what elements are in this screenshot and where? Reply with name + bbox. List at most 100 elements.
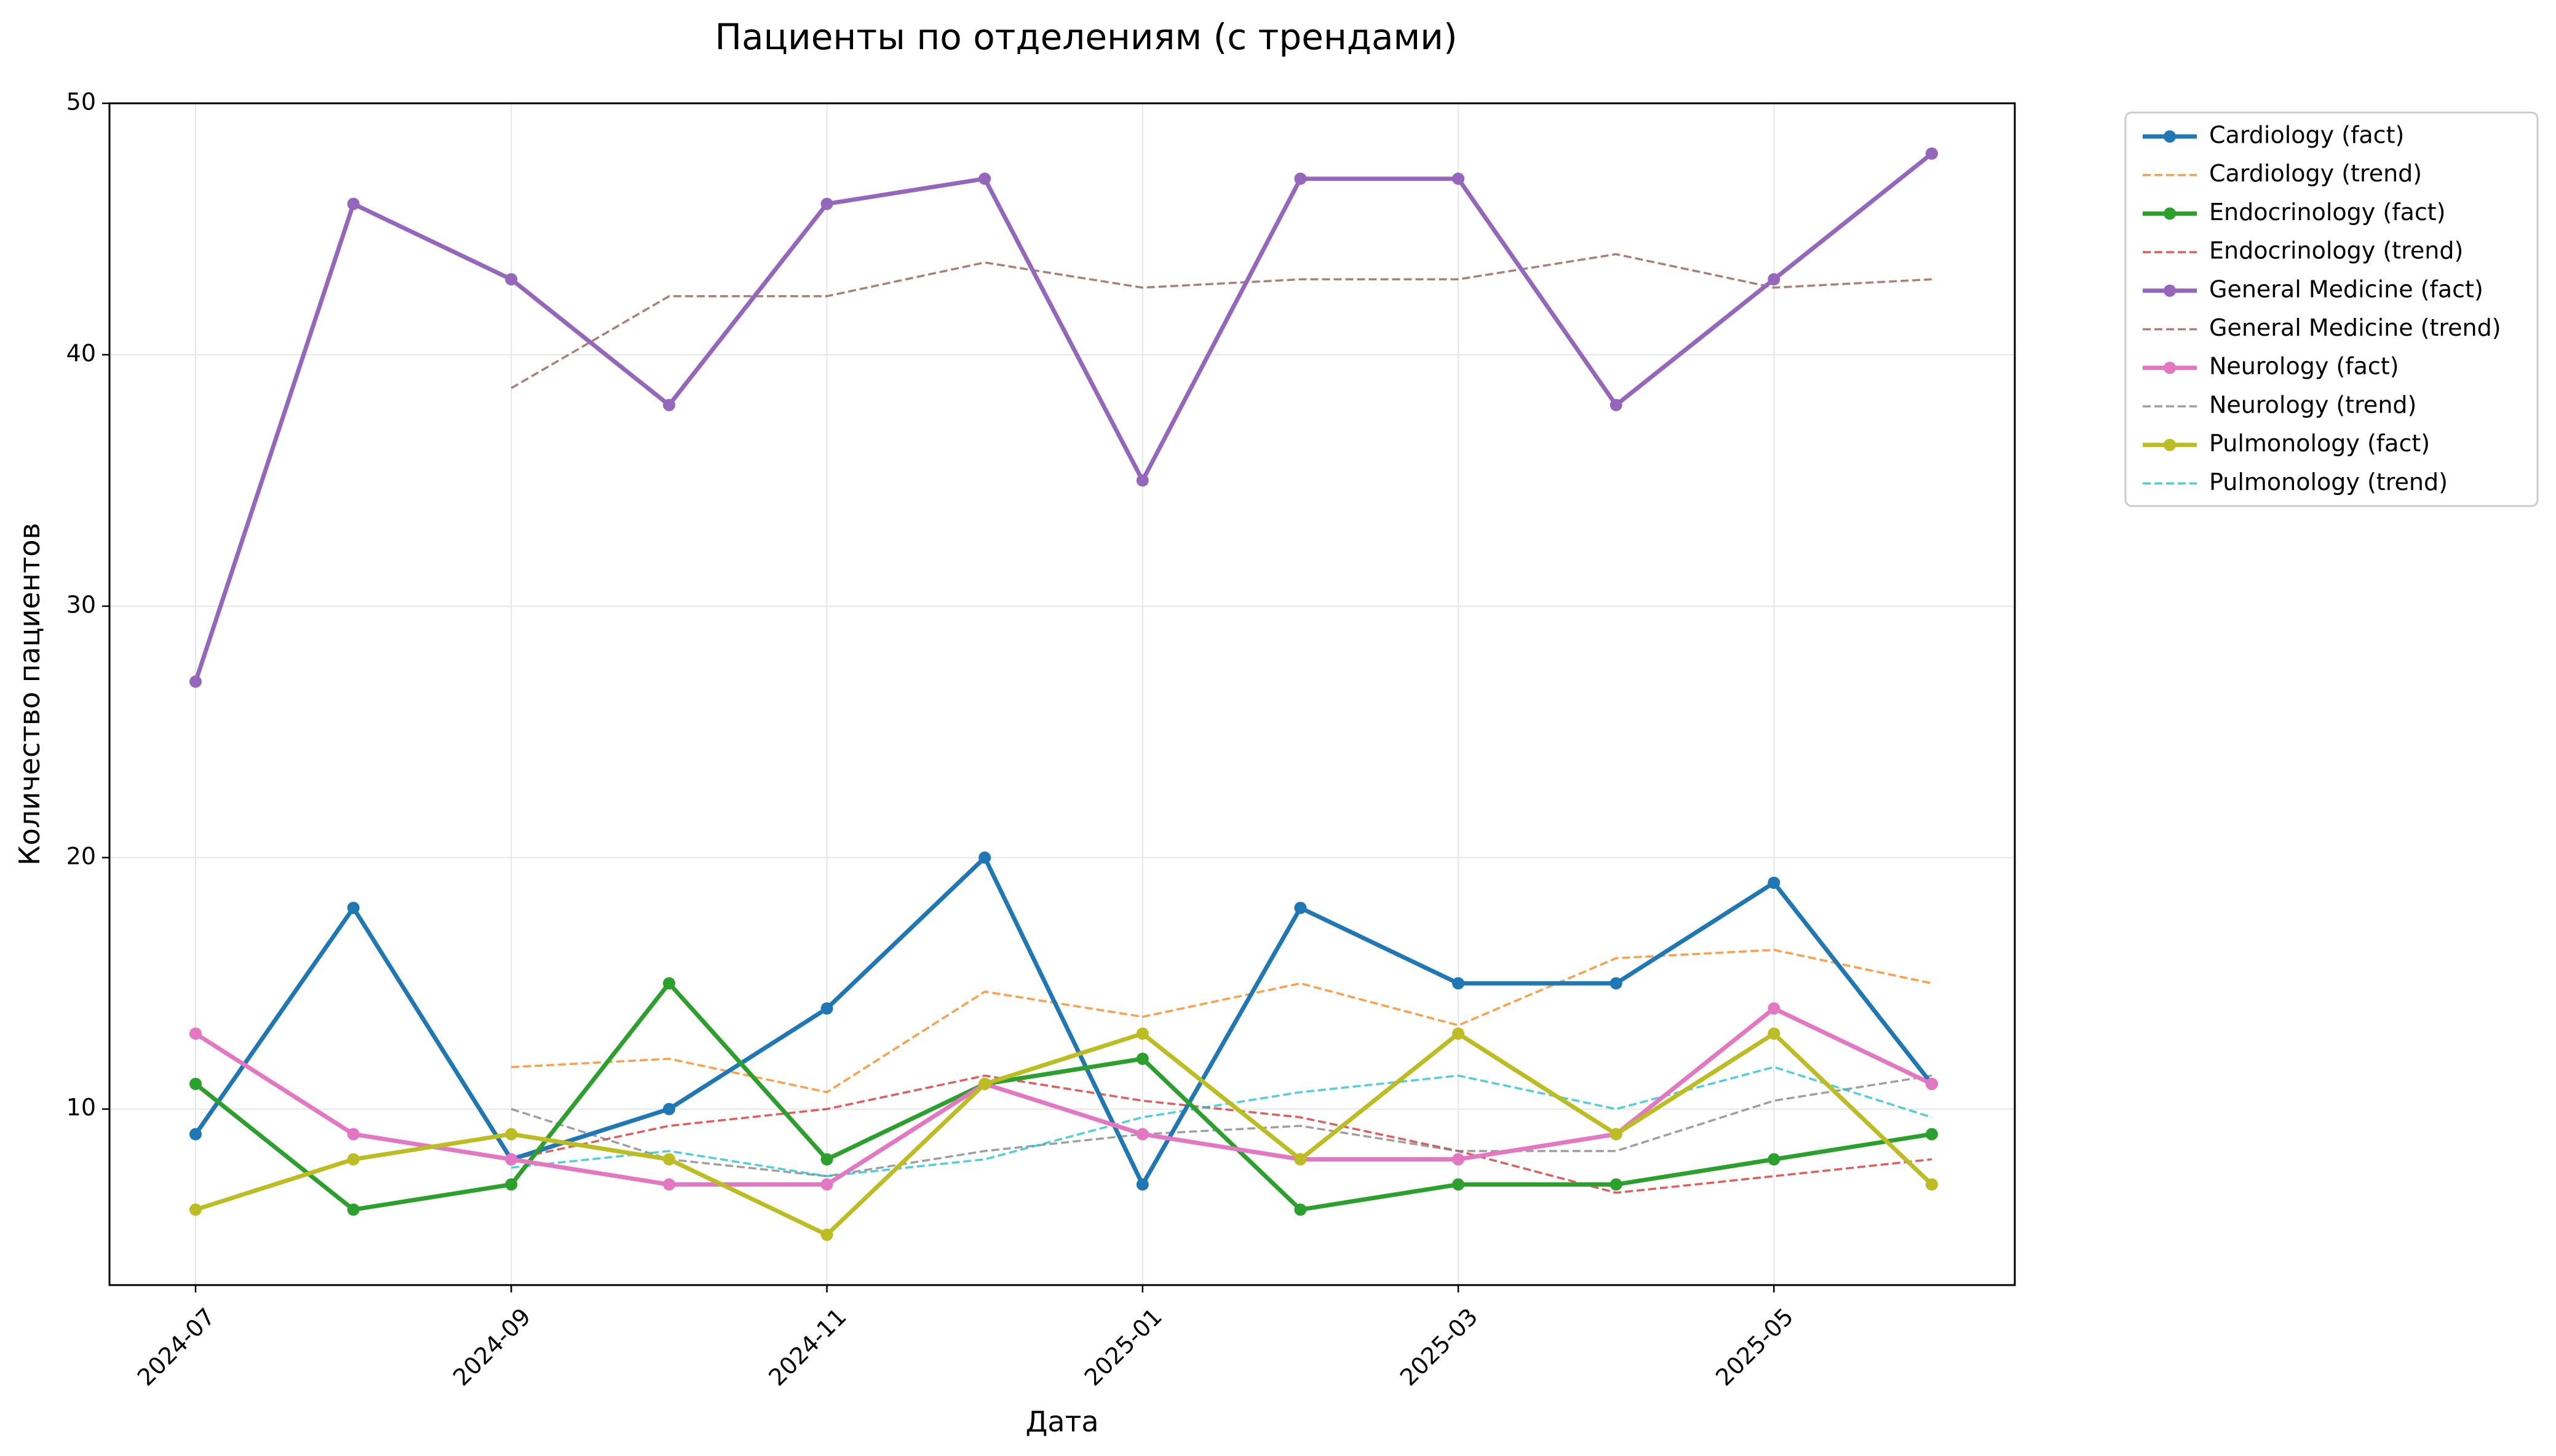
data-point bbox=[347, 197, 360, 210]
data-point bbox=[189, 1128, 202, 1141]
series-pulmonology-trend bbox=[511, 1066, 1932, 1177]
series-line bbox=[511, 949, 1932, 1094]
data-point bbox=[662, 398, 675, 411]
series-cardiology-fact bbox=[189, 851, 1938, 1191]
data-point bbox=[1136, 1128, 1149, 1141]
data-point bbox=[1136, 1052, 1149, 1065]
legend: Cardiology (fact) Cardiology (trend) Endoc… bbox=[2124, 111, 2539, 507]
y-axis-ticks: 10 20 30 40 50 bbox=[66, 89, 109, 1121]
x-tick-label: 2025-05 bbox=[1710, 1303, 1798, 1391]
x-tick-label: 2025-01 bbox=[1079, 1303, 1167, 1391]
legend-marker bbox=[2164, 130, 2176, 143]
data-point bbox=[189, 1027, 202, 1040]
data-point bbox=[820, 1178, 833, 1191]
y-tick-label: 20 bbox=[66, 842, 96, 869]
series-line bbox=[194, 1006, 1933, 1187]
data-point bbox=[1609, 398, 1622, 411]
series-line bbox=[194, 981, 1932, 1212]
series-lines bbox=[189, 147, 1938, 1241]
data-point bbox=[347, 901, 360, 914]
legend-marker bbox=[2164, 362, 2176, 374]
data-point bbox=[1452, 977, 1465, 990]
data-point bbox=[978, 851, 991, 864]
series-cardiology-trend bbox=[511, 949, 1932, 1094]
legend-label: General Medicine (fact) bbox=[2209, 275, 2483, 303]
series-general-medicine-trend bbox=[510, 253, 1932, 389]
series-line bbox=[194, 1031, 1934, 1237]
data-point bbox=[1768, 273, 1780, 286]
plot-area-frame bbox=[108, 102, 2016, 1286]
data-point bbox=[1768, 1002, 1780, 1015]
legend-marker bbox=[2164, 207, 2176, 220]
data-point bbox=[189, 1077, 202, 1090]
legend-label: Pulmonology (fact) bbox=[2209, 430, 2430, 457]
data-point bbox=[662, 1178, 675, 1191]
data-point bbox=[820, 1002, 833, 1015]
data-point bbox=[1926, 1128, 1938, 1141]
legend-label: Pulmonology (trend) bbox=[2209, 469, 2448, 496]
legend-label: Neurology (trend) bbox=[2209, 391, 2416, 418]
data-point bbox=[820, 1153, 833, 1166]
data-point bbox=[1926, 147, 1938, 160]
data-point bbox=[1136, 1027, 1149, 1040]
data-point bbox=[1294, 1153, 1307, 1166]
series-general-medicine-fact bbox=[189, 147, 1938, 688]
legend-marker bbox=[2164, 438, 2176, 451]
data-point bbox=[1294, 901, 1307, 914]
data-point bbox=[1294, 172, 1307, 185]
data-point bbox=[978, 1077, 991, 1090]
data-point bbox=[1768, 1153, 1780, 1166]
data-point bbox=[1768, 876, 1780, 889]
data-point bbox=[662, 977, 675, 990]
data-point bbox=[1926, 1077, 1938, 1090]
data-point bbox=[189, 1203, 202, 1216]
x-tick-label: 2025-03 bbox=[1395, 1303, 1483, 1391]
y-tick-label: 40 bbox=[66, 339, 96, 366]
data-point bbox=[1609, 1178, 1622, 1191]
data-point bbox=[189, 675, 202, 688]
data-point bbox=[1452, 1153, 1465, 1166]
data-point bbox=[505, 1178, 518, 1191]
x-tick-label: 2024-11 bbox=[763, 1303, 851, 1391]
data-point bbox=[505, 1153, 518, 1166]
y-tick-label: 10 bbox=[66, 1094, 96, 1121]
data-point bbox=[820, 197, 833, 210]
legend-label: Endocrinology (fact) bbox=[2209, 199, 2445, 226]
data-point bbox=[347, 1128, 360, 1141]
data-point bbox=[505, 1128, 518, 1141]
series-line bbox=[510, 253, 1932, 389]
data-point bbox=[505, 273, 518, 286]
x-tick-label: 2024-09 bbox=[448, 1303, 536, 1391]
chart-title: Пациенты по отделениям (с трендами) bbox=[715, 16, 1457, 58]
data-point bbox=[1926, 1178, 1938, 1191]
data-point bbox=[1609, 977, 1622, 990]
series-line bbox=[194, 855, 1934, 1187]
data-point bbox=[1136, 1178, 1149, 1191]
series-line bbox=[510, 1074, 1932, 1177]
legend-label: Neurology (fact) bbox=[2209, 353, 2399, 380]
legend-label: Endocrinology (trend) bbox=[2209, 237, 2463, 264]
data-point bbox=[1768, 1027, 1780, 1040]
data-point bbox=[1609, 1128, 1622, 1141]
data-point bbox=[978, 172, 991, 185]
x-axis-title: Дата bbox=[1025, 1405, 1098, 1438]
legend-label: Cardiology (trend) bbox=[2209, 160, 2422, 187]
data-point bbox=[1136, 474, 1149, 487]
data-point bbox=[820, 1228, 833, 1241]
series-line bbox=[510, 1074, 1932, 1194]
series-pulmonology-fact bbox=[189, 1027, 1938, 1241]
x-tick-label: 2024-07 bbox=[132, 1303, 220, 1391]
series-endocrinology-trend bbox=[510, 1074, 1932, 1194]
legend-marker bbox=[2164, 284, 2176, 297]
series-endocrinology-fact bbox=[189, 977, 1938, 1216]
data-point bbox=[1294, 1203, 1307, 1216]
y-tick-label: 30 bbox=[66, 591, 96, 618]
y-axis-title: Количество пациентов bbox=[13, 523, 46, 865]
x-axis-ticks: 2024-07 2024-09 2024-11 2025-01 2025-03 2025-… bbox=[132, 1285, 1799, 1391]
data-point bbox=[662, 1102, 675, 1115]
series-line bbox=[511, 1066, 1932, 1177]
series-neurology-trend bbox=[510, 1074, 1932, 1177]
legend-label: Cardiology (fact) bbox=[2209, 122, 2404, 149]
data-point bbox=[662, 1153, 675, 1166]
